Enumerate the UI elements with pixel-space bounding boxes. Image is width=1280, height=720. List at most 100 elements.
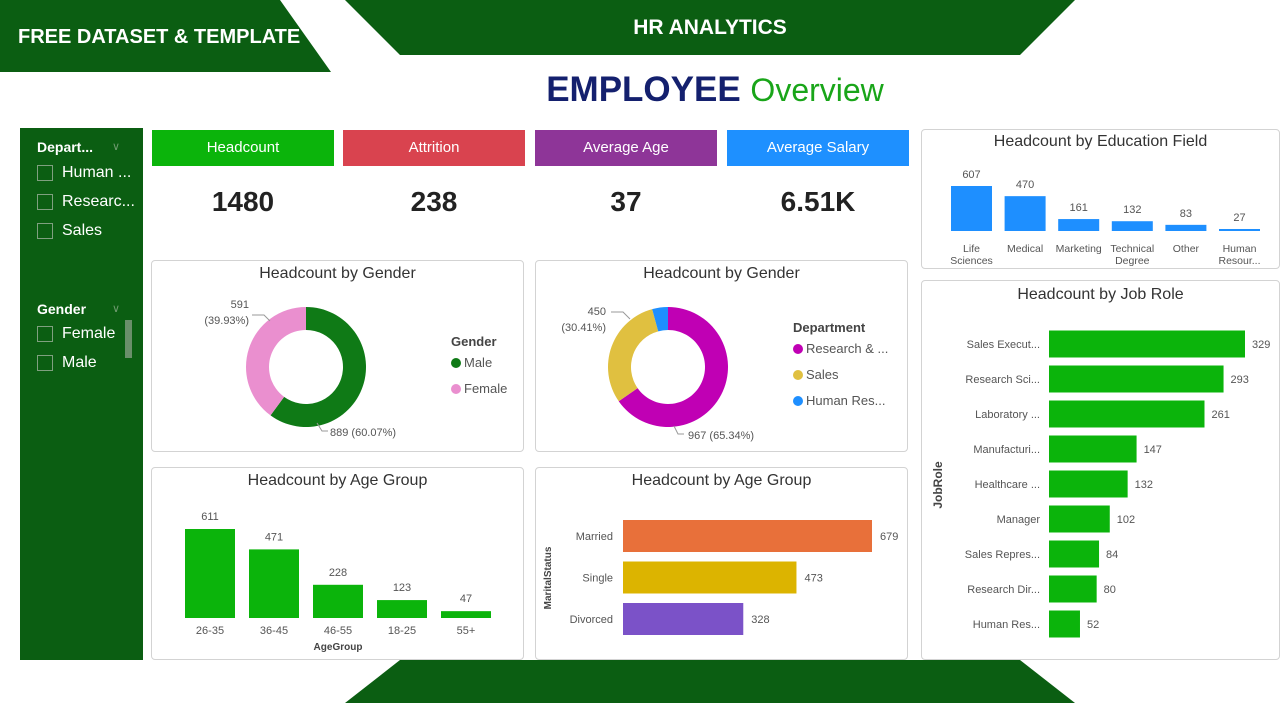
donut-slice — [246, 307, 306, 416]
bar — [951, 186, 992, 231]
bar — [1049, 435, 1137, 463]
tick-label: Other — [1173, 243, 1200, 255]
donut-slice — [608, 309, 659, 402]
slicer-item-label: Female — [62, 325, 116, 342]
x-axis-title: AgeGroup — [314, 642, 363, 653]
slicer-item-research[interactable]: Researc... — [37, 193, 135, 211]
filter-sidebar: Depart... ∨ Human ... Researc... Sales G… — [20, 128, 143, 660]
title-light: Overview — [750, 72, 884, 108]
slicer-scrollbar[interactable] — [125, 320, 132, 358]
bar — [1049, 610, 1080, 638]
data-label: 132 — [1135, 479, 1153, 491]
legend-label: Human Res... — [806, 393, 885, 408]
data-label: 471 — [265, 531, 283, 543]
leader-line — [316, 422, 328, 432]
data-label: 473 — [804, 573, 822, 585]
data-label: 889 (60.07%) — [330, 427, 396, 439]
age-group-panel[interactable]: Headcount by Age Group 611 26-35 471 36-45 2… — [151, 467, 524, 660]
bar — [249, 549, 299, 618]
bottom-banner — [345, 660, 1075, 703]
data-label: 470 — [1016, 179, 1034, 191]
tick-label: Divorced — [570, 614, 613, 626]
bar — [623, 520, 872, 552]
education-field-panel[interactable]: Headcount by Education Field 607 Life Scie… — [921, 129, 1280, 269]
tick-label: 26-35 — [196, 625, 224, 637]
tick-label: Technical — [1110, 243, 1154, 255]
data-label: 80 — [1104, 584, 1116, 596]
legend-marker — [793, 396, 803, 406]
kpi-attrition-value: 238 — [410, 186, 458, 217]
checkbox[interactable] — [37, 194, 53, 210]
slicer-item-female[interactable]: Female — [37, 325, 115, 343]
data-label: 228 — [329, 567, 347, 579]
data-label: 261 — [1211, 409, 1229, 421]
slicer-item-label: Male — [62, 354, 97, 371]
donut-slice — [652, 307, 668, 332]
slicer-item-male[interactable]: Male — [37, 354, 97, 372]
chevron-down-icon[interactable]: ∨ — [112, 141, 121, 153]
kpi-attrition-label: Attrition — [343, 130, 525, 166]
bar — [623, 561, 797, 594]
checkbox[interactable] — [37, 326, 53, 342]
data-label: 83 — [1180, 208, 1192, 220]
data-label: 611 — [201, 511, 219, 523]
donut-slice — [270, 307, 366, 427]
banner-left-text: FREE DATASET & TEMPLATE — [18, 26, 301, 48]
data-label: 27 — [1233, 212, 1245, 224]
page-title: EMPLOYEE Overview — [0, 70, 1280, 110]
tick-label: Sciences — [950, 255, 993, 267]
tick-label: Human Res... — [973, 619, 1040, 631]
data-label: 450 — [588, 306, 606, 318]
data-label: 84 — [1106, 549, 1118, 561]
data-label: (39.93%) — [204, 315, 249, 327]
chart-title: Headcount by Age Group — [631, 472, 812, 489]
chevron-down-icon[interactable]: ∨ — [112, 303, 121, 315]
legend-label: Sales — [806, 367, 839, 382]
tick-label: 55+ — [457, 625, 476, 637]
data-label: 967 (65.34%) — [688, 430, 754, 442]
tick-label: Single — [582, 573, 613, 585]
y-axis-title: MaritalStatus — [543, 546, 554, 609]
tick-label: Life — [963, 243, 980, 255]
tick-label: Marketing — [1056, 243, 1102, 255]
legend-title: Gender — [451, 334, 497, 349]
chart-title: Headcount by Job Role — [1017, 286, 1184, 303]
marital-status-panel[interactable]: Headcount by Age Group 679 Married 473 Sing… — [535, 467, 908, 660]
data-label: 591 — [231, 299, 249, 311]
bar — [1049, 575, 1097, 603]
bar — [1049, 330, 1245, 358]
bar — [1004, 196, 1046, 231]
legend-label: Research & ... — [806, 341, 888, 356]
department-donut-panel[interactable]: Headcount by Gender Department Research &… — [535, 260, 908, 452]
legend-marker — [793, 370, 803, 380]
gender-donut-panel[interactable]: Headcount by Gender Gender Male Female 591 (… — [151, 260, 524, 452]
slicer-item-human[interactable]: Human ... — [37, 164, 131, 182]
banner-center-text: HR ANALYTICS — [633, 16, 787, 39]
chart-title: Headcount by Education Field — [993, 133, 1208, 150]
checkbox[interactable] — [37, 223, 53, 239]
kpi-age-label: Average Age — [535, 130, 717, 166]
bar — [1049, 540, 1100, 568]
data-label: 329 — [1252, 339, 1270, 351]
gender-slicer-header[interactable]: Gender — [37, 301, 87, 317]
leader-line — [611, 311, 631, 320]
data-label: 293 — [1231, 374, 1249, 386]
legend-title: Department — [793, 320, 866, 335]
donut-slice — [618, 307, 728, 427]
department-slicer-header[interactable]: Depart... — [37, 139, 94, 155]
data-label: 52 — [1087, 619, 1099, 631]
tick-label: Manager — [997, 514, 1041, 526]
tick-label: Degree — [1115, 255, 1150, 267]
kpi-age-value: 37 — [610, 186, 642, 217]
slicer-item-label: Sales — [62, 222, 103, 239]
checkbox[interactable] — [37, 355, 53, 371]
data-label: 607 — [962, 169, 980, 181]
legend-label: Female — [464, 381, 507, 396]
bar — [623, 603, 744, 635]
slicer-item-sales[interactable]: Sales — [37, 222, 102, 240]
checkbox[interactable] — [37, 165, 53, 181]
tick-label: Human — [1223, 243, 1257, 255]
slicer-item-label: Researc... — [62, 193, 135, 210]
title-bold: EMPLOYEE — [546, 70, 741, 109]
job-role-panel[interactable]: Headcount by Job Role 329 Sales Execut...… — [921, 280, 1280, 660]
